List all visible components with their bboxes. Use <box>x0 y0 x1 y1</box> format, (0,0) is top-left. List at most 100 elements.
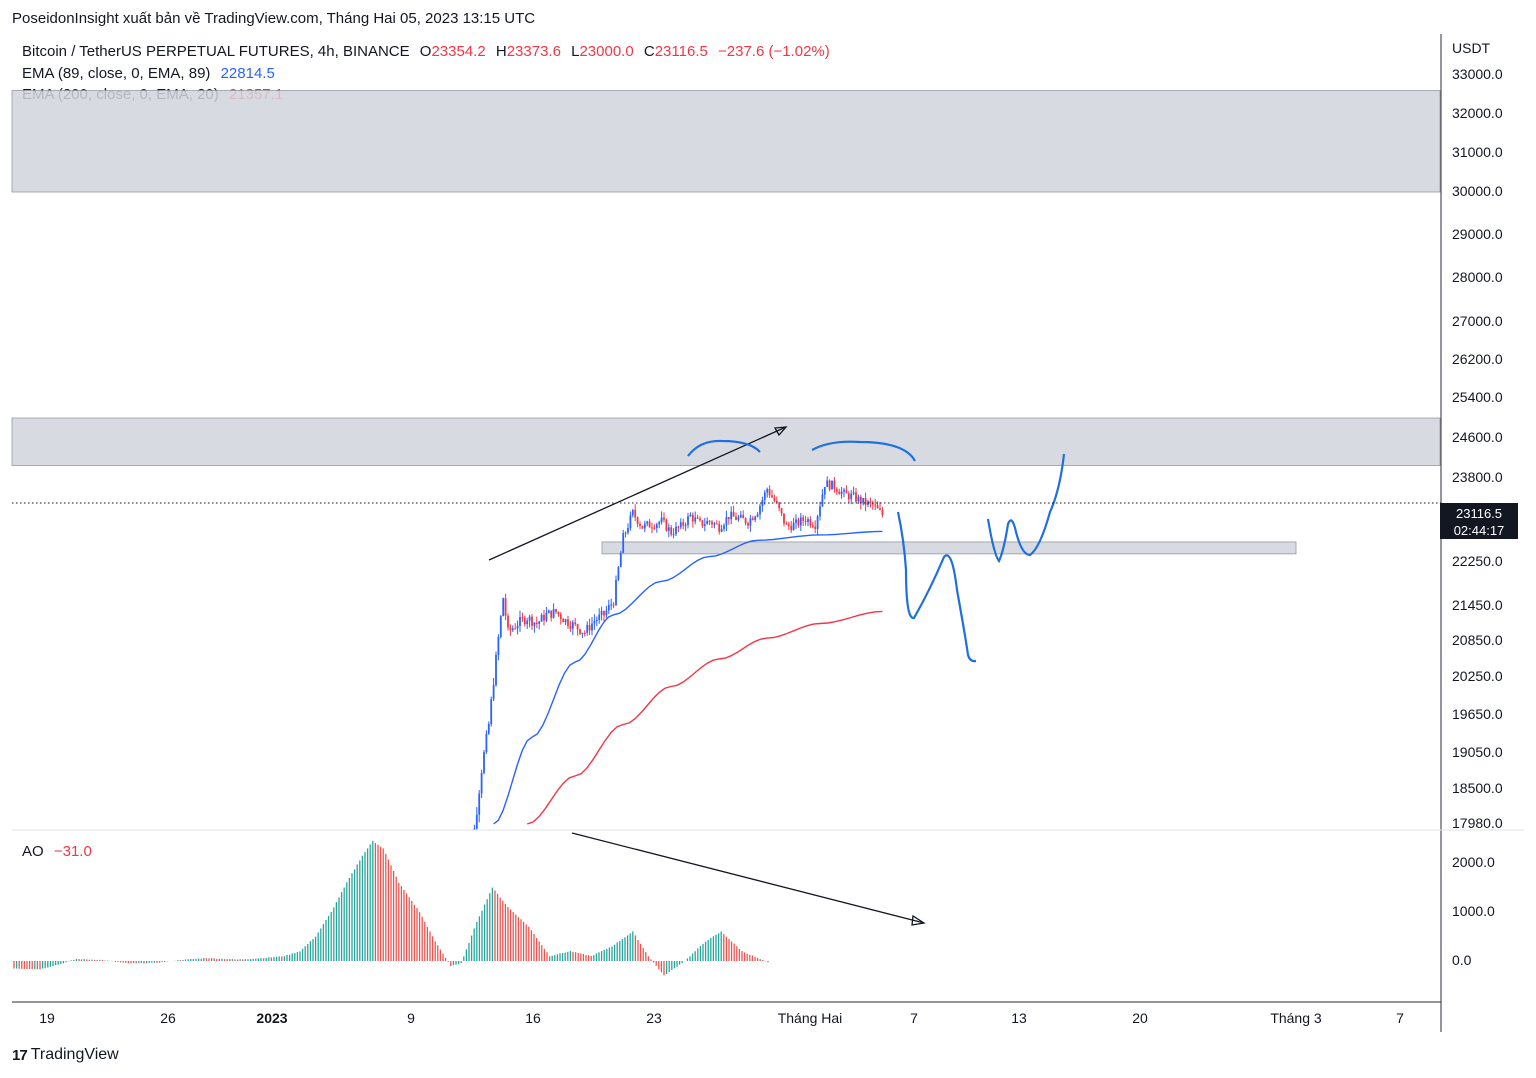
candle <box>739 511 742 519</box>
sr-zone-1 <box>11 90 1441 193</box>
candle <box>754 515 757 523</box>
candle-body <box>533 622 536 626</box>
candle-body <box>485 733 488 753</box>
candle-body <box>499 616 502 638</box>
candle-body <box>583 632 586 634</box>
price-tick-label: 24600.0 <box>1452 429 1503 445</box>
symbol-legend[interactable]: Bitcoin / TetherUS PERPETUAL FUTURES, 4h… <box>22 43 836 60</box>
candle <box>600 606 603 621</box>
candle-body <box>658 522 661 525</box>
candle-body <box>838 491 841 495</box>
symbol-name: Bitcoin / TetherUS PERPETUAL FUTURES, 4h… <box>22 43 410 60</box>
candle-body <box>699 518 701 521</box>
candle <box>475 807 478 830</box>
candle <box>706 517 709 525</box>
candle-body <box>624 532 627 534</box>
candle-body <box>780 508 783 514</box>
candle-body <box>543 614 545 621</box>
projection-up-path <box>986 453 1066 564</box>
candle-body <box>814 526 817 529</box>
price-tick-label: 28000.0 <box>1452 269 1503 285</box>
candle-body <box>816 516 819 529</box>
candle-body <box>715 523 718 525</box>
candle <box>639 521 641 530</box>
candle <box>797 517 800 528</box>
candle-body <box>732 511 735 517</box>
candle-body <box>480 773 483 794</box>
candle-body <box>773 497 776 502</box>
candle-body <box>497 637 500 655</box>
price-tick-label: 22250.0 <box>1452 553 1503 569</box>
candle <box>483 749 485 775</box>
candle <box>545 606 548 623</box>
ao-downtrend-line <box>571 832 925 924</box>
candle-body <box>670 527 673 535</box>
ema89-legend[interactable]: EMA (89, close, 0, EMA, 89) 22814.5 <box>22 65 281 82</box>
candle <box>485 730 488 754</box>
candle <box>807 516 809 526</box>
candle <box>543 610 545 626</box>
candle <box>859 494 862 510</box>
price-tick-label: 18500.0 <box>1452 780 1503 796</box>
candle-body <box>725 516 728 526</box>
candle <box>557 611 560 617</box>
candle <box>780 507 783 517</box>
candle <box>785 521 788 525</box>
candle <box>511 625 514 632</box>
candle <box>787 521 790 530</box>
candle-body <box>771 495 773 498</box>
candle <box>751 516 754 521</box>
time-tick-label: 9 <box>407 1010 415 1026</box>
price-tick-label: 21450.0 <box>1452 597 1503 613</box>
candle <box>691 512 694 528</box>
candle <box>679 518 682 530</box>
candle-body <box>847 493 850 500</box>
high-value: 23373.6 <box>506 43 561 60</box>
candle <box>526 617 529 629</box>
candle <box>660 511 663 525</box>
candle <box>612 602 615 609</box>
price-axis-unit: USDT <box>1452 40 1491 56</box>
candle-body <box>747 523 749 526</box>
candle <box>521 612 524 622</box>
candle-body <box>538 621 541 624</box>
candle-body <box>653 527 656 529</box>
candle <box>831 480 833 490</box>
candle-body <box>576 624 579 630</box>
candle <box>811 521 814 529</box>
candle-body <box>473 828 476 830</box>
candle-body <box>672 534 675 536</box>
candle-body <box>751 518 754 520</box>
ao-legend[interactable]: AO −31.0 <box>22 843 98 860</box>
candle <box>763 490 766 505</box>
candle-body <box>581 632 584 634</box>
candle-body <box>720 528 723 532</box>
candle-body <box>701 520 704 526</box>
candle-body <box>855 492 857 502</box>
price-tick-label: 27000.0 <box>1452 313 1503 329</box>
candle-body <box>876 505 879 509</box>
time-tick-label: 26 <box>160 1010 176 1026</box>
candle-body <box>550 610 553 618</box>
candle <box>864 492 867 512</box>
candle <box>591 617 593 636</box>
tradingview-mark-icon: 17 <box>12 1046 28 1064</box>
candle <box>562 617 565 623</box>
candle-body <box>555 609 557 612</box>
candle <box>855 488 857 504</box>
candle-body <box>667 527 670 531</box>
price-tick-label: 17980.0 <box>1452 815 1503 831</box>
candle-body <box>487 723 490 734</box>
candle-body <box>540 614 543 622</box>
candle-body <box>833 480 836 489</box>
candle <box>507 613 509 631</box>
candle-body <box>528 616 531 621</box>
candle-body <box>826 480 829 487</box>
candle-body <box>569 626 572 629</box>
candle <box>586 621 589 636</box>
candle-body <box>593 621 596 624</box>
tradingview-logo[interactable]: 17 TradingView <box>12 1046 119 1064</box>
candle-body <box>845 489 848 494</box>
candle-body <box>516 625 519 629</box>
